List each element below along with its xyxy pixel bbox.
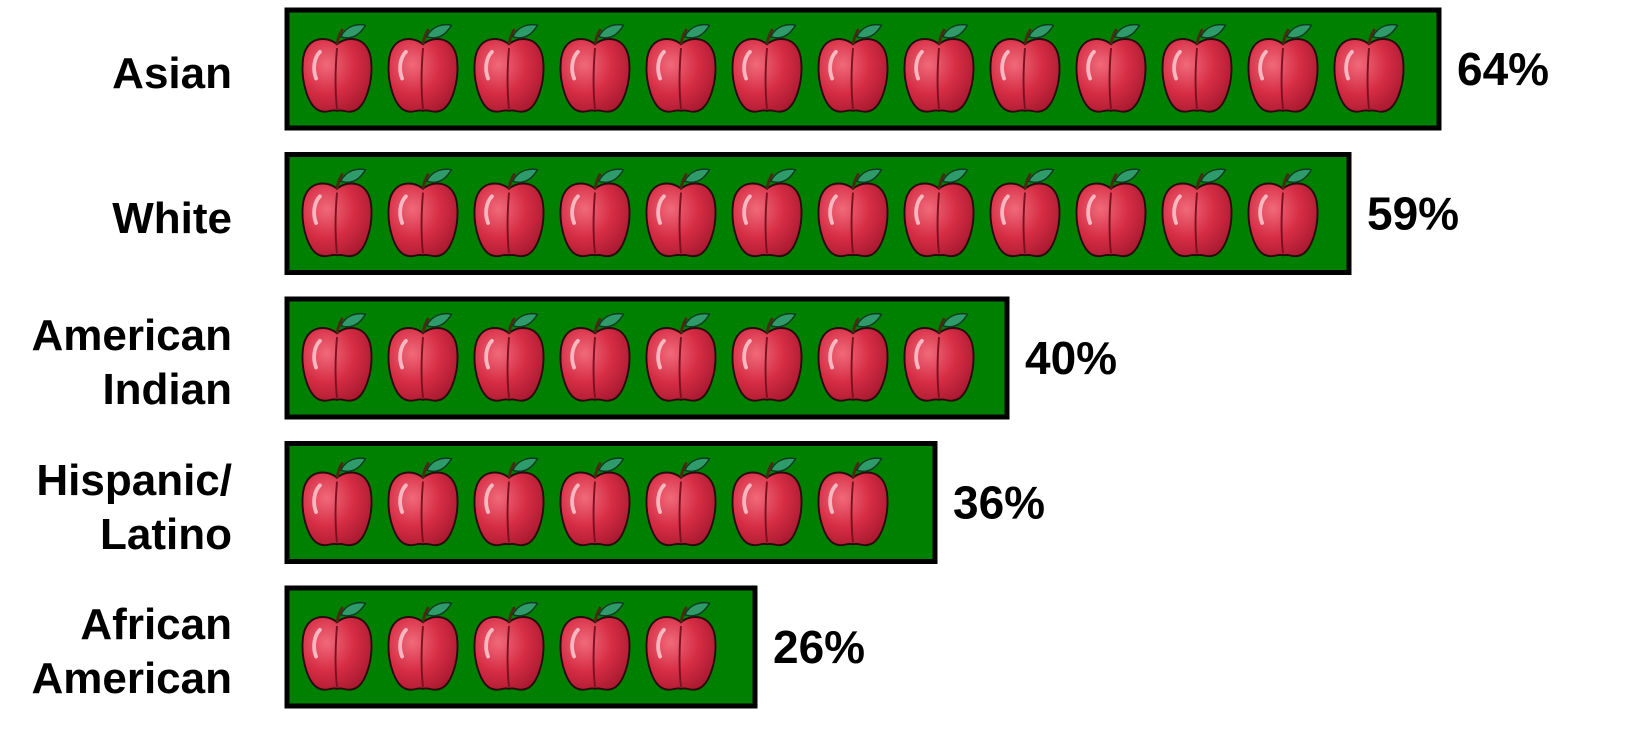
value-label: 36% [953, 477, 1045, 529]
category-label: Hispanic/ Latino [36, 455, 232, 559]
category-label: American Indian [31, 311, 232, 414]
value-label: 26% [773, 621, 865, 673]
value-label: 64% [1457, 43, 1549, 95]
value-label: 59% [1367, 188, 1459, 240]
category-label: African American [31, 600, 232, 703]
category-label: Asian [112, 49, 232, 98]
category-label: White [112, 193, 232, 243]
value-label: 40% [1025, 332, 1117, 384]
